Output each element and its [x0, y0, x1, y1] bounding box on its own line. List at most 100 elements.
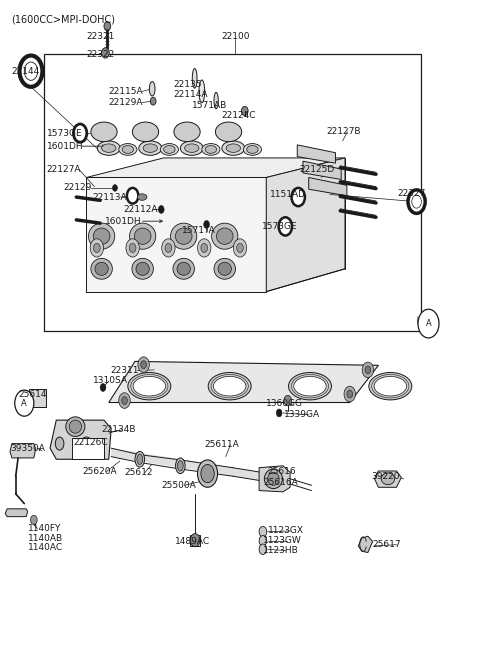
- Circle shape: [408, 190, 425, 214]
- Ellipse shape: [192, 69, 197, 88]
- Polygon shape: [191, 535, 200, 546]
- Circle shape: [127, 188, 138, 204]
- Text: 1601DH: 1601DH: [106, 217, 142, 226]
- Ellipse shape: [132, 122, 158, 141]
- Text: 1310SA: 1310SA: [93, 377, 128, 386]
- Ellipse shape: [91, 258, 112, 279]
- Polygon shape: [374, 471, 401, 487]
- Text: 22115A: 22115A: [109, 87, 144, 96]
- Text: 1489AC: 1489AC: [175, 537, 210, 546]
- Circle shape: [347, 390, 353, 398]
- Circle shape: [150, 97, 156, 105]
- Ellipse shape: [178, 460, 183, 471]
- Circle shape: [113, 185, 117, 191]
- Text: 22127A: 22127A: [47, 165, 81, 174]
- Text: 22135: 22135: [173, 80, 202, 88]
- Ellipse shape: [205, 145, 216, 153]
- Ellipse shape: [180, 141, 203, 155]
- Circle shape: [204, 221, 209, 229]
- Ellipse shape: [218, 262, 231, 275]
- Circle shape: [73, 124, 87, 142]
- Circle shape: [284, 396, 291, 405]
- Ellipse shape: [160, 143, 179, 155]
- Ellipse shape: [369, 373, 412, 400]
- Ellipse shape: [243, 143, 262, 155]
- Ellipse shape: [201, 464, 214, 483]
- Circle shape: [102, 48, 109, 58]
- Circle shape: [100, 384, 106, 392]
- Circle shape: [129, 244, 136, 252]
- Ellipse shape: [88, 223, 115, 250]
- Ellipse shape: [139, 141, 162, 155]
- Ellipse shape: [247, 145, 258, 153]
- Ellipse shape: [149, 82, 155, 96]
- Ellipse shape: [91, 122, 117, 141]
- Ellipse shape: [132, 258, 154, 279]
- Text: 25611A: 25611A: [204, 440, 239, 449]
- Text: 1123GW: 1123GW: [263, 536, 301, 545]
- Text: 22311: 22311: [110, 366, 139, 375]
- Ellipse shape: [214, 258, 236, 279]
- Ellipse shape: [135, 451, 144, 467]
- Text: 22113A: 22113A: [92, 193, 127, 202]
- Polygon shape: [266, 158, 345, 291]
- Text: 22134B: 22134B: [102, 425, 136, 434]
- Circle shape: [365, 366, 371, 374]
- Text: 22125D: 22125D: [300, 165, 335, 174]
- Circle shape: [241, 106, 248, 115]
- Circle shape: [237, 244, 243, 252]
- Text: 1151AD: 1151AD: [270, 190, 306, 199]
- Text: 1140AC: 1140AC: [28, 544, 63, 552]
- Polygon shape: [297, 145, 336, 163]
- Text: 25616A: 25616A: [263, 477, 298, 487]
- Ellipse shape: [175, 228, 192, 244]
- Ellipse shape: [69, 420, 82, 433]
- Circle shape: [344, 386, 356, 402]
- Ellipse shape: [212, 223, 238, 250]
- Polygon shape: [111, 448, 274, 483]
- Ellipse shape: [268, 472, 279, 485]
- Ellipse shape: [164, 145, 175, 153]
- Circle shape: [138, 357, 149, 373]
- Ellipse shape: [226, 144, 240, 153]
- Ellipse shape: [134, 228, 151, 244]
- Bar: [44, 54, 421, 331]
- Circle shape: [201, 244, 207, 252]
- Circle shape: [90, 239, 104, 257]
- Text: 1123HB: 1123HB: [263, 546, 299, 555]
- Circle shape: [31, 515, 37, 525]
- Circle shape: [418, 309, 439, 338]
- Ellipse shape: [173, 258, 194, 279]
- Ellipse shape: [137, 194, 147, 200]
- Circle shape: [198, 239, 211, 257]
- Circle shape: [259, 536, 267, 546]
- Text: 22322: 22322: [86, 50, 115, 60]
- Ellipse shape: [143, 144, 157, 153]
- Ellipse shape: [55, 437, 64, 450]
- Ellipse shape: [137, 454, 143, 464]
- Circle shape: [279, 217, 292, 236]
- Circle shape: [162, 239, 175, 257]
- Polygon shape: [303, 161, 341, 179]
- Text: 1573GE: 1573GE: [47, 128, 83, 138]
- Circle shape: [104, 22, 111, 31]
- Ellipse shape: [122, 145, 133, 153]
- Text: 22321: 22321: [86, 32, 115, 41]
- Text: 1571AB: 1571AB: [192, 101, 228, 109]
- Polygon shape: [86, 178, 266, 291]
- Polygon shape: [86, 158, 345, 178]
- Ellipse shape: [216, 228, 233, 244]
- Circle shape: [119, 393, 130, 408]
- Ellipse shape: [66, 417, 85, 436]
- Circle shape: [259, 527, 267, 537]
- Text: 22327: 22327: [397, 189, 426, 198]
- Text: 22126C: 22126C: [73, 438, 108, 447]
- Ellipse shape: [176, 458, 185, 474]
- Text: 22112A: 22112A: [123, 205, 157, 214]
- Circle shape: [259, 544, 267, 555]
- Text: 1360GG: 1360GG: [266, 400, 303, 408]
- Ellipse shape: [202, 143, 220, 155]
- Text: 1571TA: 1571TA: [182, 227, 216, 235]
- Ellipse shape: [214, 377, 246, 396]
- Ellipse shape: [222, 141, 245, 155]
